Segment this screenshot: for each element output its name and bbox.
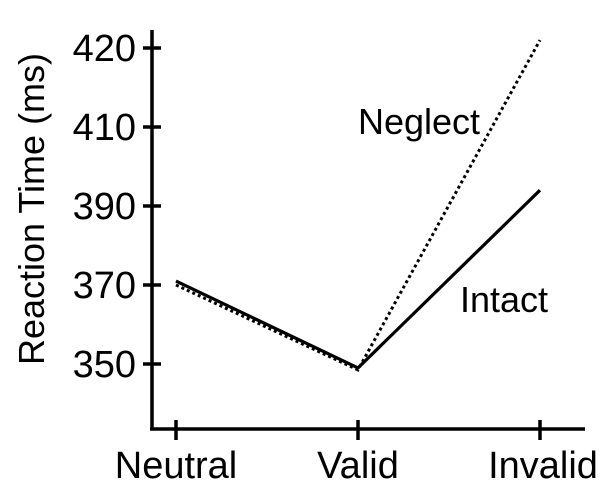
x-tick-label: Neutral: [115, 445, 238, 487]
y-tick-label: 420: [73, 28, 136, 70]
x-tick-label: Invalid: [488, 445, 598, 487]
x-axis: Neutral Valid Invalid: [115, 420, 598, 487]
y-tick-label: 350: [73, 344, 136, 386]
series-label-intact: Intact: [460, 279, 548, 320]
y-axis: 350 370 390 410 420: [73, 28, 161, 429]
y-axis-title: Reaction Time (ms): [11, 53, 52, 365]
y-tick-label: 390: [73, 186, 136, 228]
x-tick-label: Valid: [317, 445, 399, 487]
series-line-intact: [175, 189, 542, 370]
y-tick-label: 370: [73, 265, 136, 307]
series-line-neglect: [175, 39, 542, 372]
y-tick-label: 410: [73, 107, 136, 149]
series-label-neglect: Neglect: [358, 101, 480, 142]
